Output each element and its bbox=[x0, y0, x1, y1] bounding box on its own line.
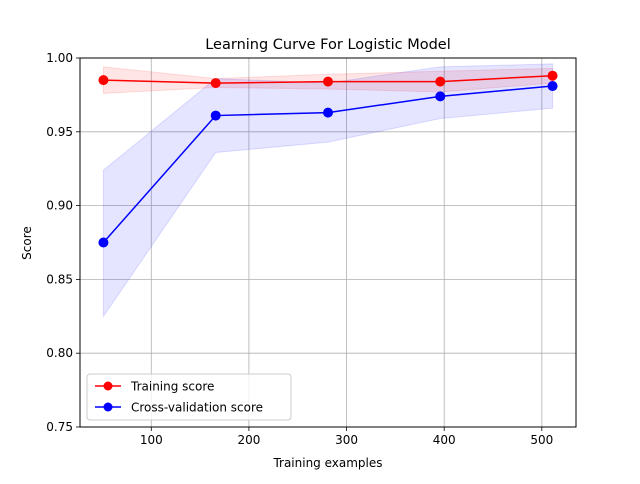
x-tick-label-100: 100 bbox=[140, 433, 163, 447]
legend-marker-training bbox=[103, 381, 113, 391]
legend: Training score Cross-validation score bbox=[86, 373, 292, 421]
axes-frame bbox=[79, 57, 577, 428]
y-tick-label-0.80: 0.80 bbox=[46, 346, 73, 360]
y-axis-label: Score bbox=[20, 226, 34, 260]
chart-title: Learning Curve For Logistic Model bbox=[205, 37, 451, 53]
x-tick-label-500: 500 bbox=[530, 433, 553, 447]
y-tick-label-0.95: 0.95 bbox=[46, 125, 73, 139]
data-point-cross-validation-4 bbox=[547, 81, 558, 92]
series-layer bbox=[98, 63, 558, 318]
data-point-training-4 bbox=[547, 70, 558, 81]
x-axis-label: Training examples bbox=[272, 456, 382, 470]
y-tick-label-0.85: 0.85 bbox=[46, 272, 73, 286]
plot-area: 100 200 300 400 500 0.75 0.80 0.85 0.90 0.95 1.00 T… bbox=[46, 51, 577, 447]
legend-marker-cross-validation bbox=[103, 402, 113, 412]
x-tick-label-400: 400 bbox=[433, 433, 456, 447]
x-tick-label-300: 300 bbox=[335, 433, 358, 447]
data-point-cross-validation-3 bbox=[435, 91, 446, 102]
data-point-training-3 bbox=[435, 76, 446, 87]
data-point-training-2 bbox=[323, 76, 333, 87]
y-tick-label-0.75: 0.75 bbox=[46, 420, 73, 434]
x-tick-label-200: 200 bbox=[237, 433, 260, 447]
y-tick-label-0.90: 0.90 bbox=[46, 199, 73, 213]
data-point-cross-validation-0 bbox=[98, 237, 109, 248]
data-point-cross-validation-2 bbox=[323, 107, 333, 118]
data-point-training-1 bbox=[210, 78, 221, 89]
y-tick-label-1.00: 1.00 bbox=[46, 51, 73, 65]
legend-label-cross-validation: Cross-validation score bbox=[131, 401, 263, 415]
legend-box bbox=[86, 373, 292, 421]
data-point-training-0 bbox=[98, 75, 109, 86]
legend-label-training: Training score bbox=[130, 380, 214, 394]
data-point-cross-validation-1 bbox=[210, 110, 221, 121]
